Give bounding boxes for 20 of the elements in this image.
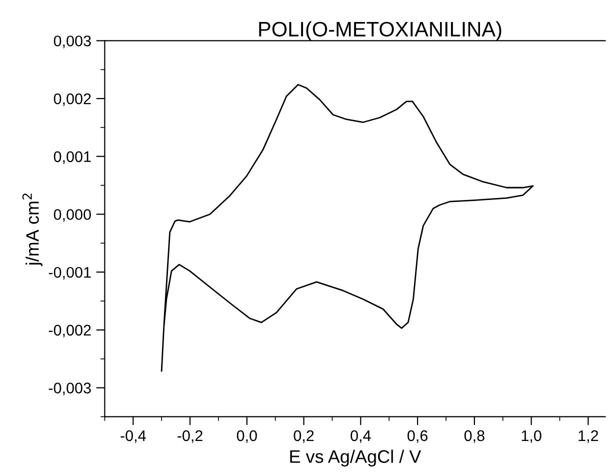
x-tick-label: 0,4 — [350, 430, 371, 443]
line-series — [160, 84, 534, 372]
chart-title: POLI(O-METOXIANILINA) — [259, 21, 502, 41]
x-tick-label: 1,0 — [522, 430, 542, 443]
x-tick-label: 0,6 — [408, 430, 428, 443]
y-axis-title: j/mA cm$^{2}$ — [22, 194, 42, 266]
y-tick-label: 0,002 — [54, 93, 91, 106]
y-tick-label: 0,000 — [54, 209, 91, 222]
y-tick-label: -0,001 — [48, 266, 91, 280]
x-tick-label: 0,0 — [236, 430, 257, 443]
y-tick-label: -0,003 — [48, 382, 91, 396]
y-tick-label: 0,001 — [54, 151, 91, 164]
x-tick-label: -0,4 — [120, 430, 146, 443]
y-tick-label: -0,002 — [48, 324, 91, 338]
x-tick-label: -0,2 — [178, 430, 202, 443]
x-tick-label: 0,8 — [464, 430, 484, 443]
x-axis-title: E vs Ag/AgCl / V — [290, 450, 422, 467]
x-tick-label: 0,2 — [294, 430, 314, 443]
y-tick-label: 0,003 — [54, 36, 91, 48]
x-tick-label: 1,2 — [578, 430, 598, 443]
